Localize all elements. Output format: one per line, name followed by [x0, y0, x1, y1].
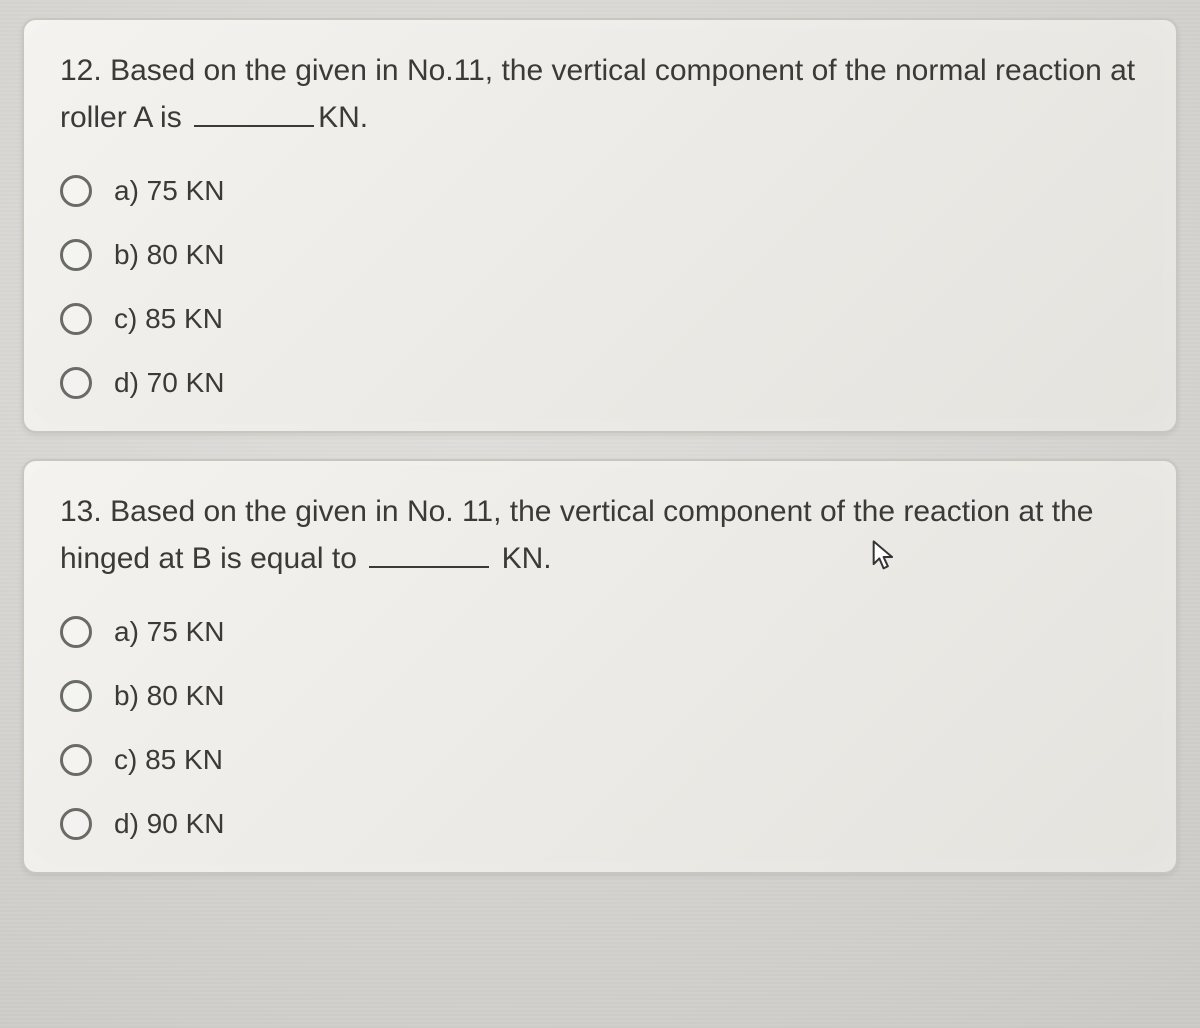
question-number: 13.: [60, 495, 102, 528]
option-b[interactable]: b) 80 KN: [60, 239, 1140, 271]
question-body-after: KN.: [493, 542, 551, 575]
option-b[interactable]: b) 80 KN: [60, 680, 1140, 712]
question-body-after: KN.: [318, 101, 368, 134]
radio-icon: [60, 367, 92, 399]
radio-icon: [60, 680, 92, 712]
option-a[interactable]: a) 75 KN: [60, 175, 1140, 207]
option-d[interactable]: d) 90 KN: [60, 808, 1140, 840]
option-label: d) 90 KN: [114, 808, 225, 840]
radio-icon: [60, 616, 92, 648]
quiz-page: 12. Based on the given in No.11, the ver…: [0, 0, 1200, 874]
question-card-12: 12. Based on the given in No.11, the ver…: [22, 18, 1178, 433]
question-text: 13. Based on the given in No. 11, the ve…: [60, 489, 1140, 582]
options-group: a) 75 KN b) 80 KN c) 85 KN d) 70 KN: [60, 175, 1140, 399]
radio-icon: [60, 175, 92, 207]
option-label: c) 85 KN: [114, 744, 223, 776]
option-label: d) 70 KN: [114, 367, 225, 399]
option-d[interactable]: d) 70 KN: [60, 367, 1140, 399]
question-number: 12.: [60, 54, 102, 87]
option-label: a) 75 KN: [114, 175, 225, 207]
options-group: a) 75 KN b) 80 KN c) 85 KN d) 90 KN: [60, 616, 1140, 840]
fill-blank: [369, 544, 489, 568]
option-label: c) 85 KN: [114, 303, 223, 335]
radio-icon: [60, 808, 92, 840]
fill-blank: [194, 103, 314, 127]
question-card-13: 13. Based on the given in No. 11, the ve…: [22, 459, 1178, 874]
option-label: b) 80 KN: [114, 239, 225, 271]
radio-icon: [60, 303, 92, 335]
option-a[interactable]: a) 75 KN: [60, 616, 1140, 648]
radio-icon: [60, 744, 92, 776]
option-label: a) 75 KN: [114, 616, 225, 648]
question-body-before: Based on the given in No. 11, the vertic…: [60, 495, 1093, 575]
radio-icon: [60, 239, 92, 271]
question-text: 12. Based on the given in No.11, the ver…: [60, 48, 1140, 141]
option-label: b) 80 KN: [114, 680, 225, 712]
option-c[interactable]: c) 85 KN: [60, 744, 1140, 776]
option-c[interactable]: c) 85 KN: [60, 303, 1140, 335]
